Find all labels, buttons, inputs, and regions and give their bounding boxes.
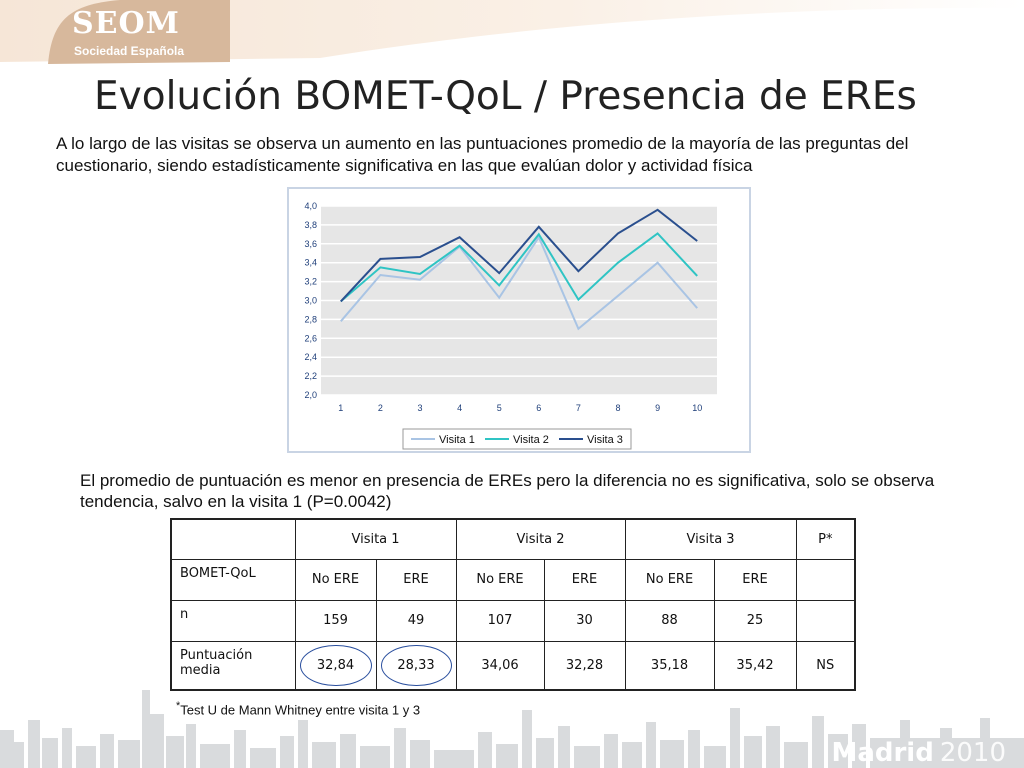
footer-year: 2010 (939, 738, 1006, 768)
x-tick-label: 4 (457, 403, 462, 413)
footnote-mark: * (176, 700, 181, 712)
y-tick-label: 2,2 (304, 371, 317, 381)
header-visita-1: Visita 1 (294, 518, 457, 560)
table-cell: 32,28 (543, 640, 626, 691)
x-tick-label: 9 (655, 403, 660, 413)
logo-word: SEOM (72, 6, 180, 41)
table-cell: 107 (455, 599, 545, 642)
row-label: BOMET-QoL (170, 558, 296, 601)
seom-logo: SEOM Sociedad Española (60, 2, 220, 66)
table-row: Puntuación media 32,84 28,33 34,06 32,28… (170, 640, 856, 691)
x-tick-label: 8 (615, 403, 620, 413)
table-cell: ERE (375, 558, 457, 601)
line-chart: 2,0 2,2 2,4 2,6 2,8 3,0 3,2 3,4 3,6 3,8 4,0 1 2 3 4 5 6 7… (287, 187, 751, 453)
table-row: BOMET-QoL No ERE ERE No ERE ERE No ERE E… (170, 558, 856, 601)
x-tick-label: 7 (576, 403, 581, 413)
table-cell: 88 (624, 599, 715, 642)
x-tick-label: 3 (417, 403, 422, 413)
table-cell-p (795, 558, 856, 601)
row-label: n (170, 599, 296, 642)
table-cell: 25 (713, 599, 797, 642)
footer-city: Madrid (831, 738, 934, 768)
header-visita-2: Visita 2 (455, 518, 626, 560)
y-tick-label: 2,6 (304, 333, 317, 343)
cell-value: 32,84 (316, 657, 355, 673)
header-band (0, 0, 1024, 64)
table-header-row: Visita 1 Visita 2 Visita 3 P* (170, 518, 856, 560)
x-tick-label: 5 (497, 403, 502, 413)
y-tick-label: 2,0 (304, 390, 317, 400)
table-row: n 159 49 107 30 88 25 (170, 599, 856, 642)
footnote: *Test U de Mann Whitney entre visita 1 y… (176, 700, 420, 717)
table-cell: ERE (543, 558, 626, 601)
table-cell: No ERE (294, 558, 377, 601)
skyline-decoration (0, 690, 1024, 768)
header-visita-3: Visita 3 (624, 518, 797, 560)
y-tick-label: 2,8 (304, 314, 317, 324)
x-tick-label: 2 (378, 403, 383, 413)
note-text: El promedio de puntuación es menor en pr… (80, 471, 935, 511)
table-cell: No ERE (455, 558, 545, 601)
footer-brand: Madrid 2010 (831, 738, 1006, 768)
series-line-visita-2 (340, 232, 698, 303)
row-label: Puntuación media (170, 640, 296, 691)
chart-svg: 2,0 2,2 2,4 2,6 2,8 3,0 3,2 3,4 3,6 3,8 4,0 1 2 3 4 5 6 7… (304, 201, 717, 450)
y-tick-label: 3,8 (304, 220, 317, 230)
x-tick-label: 1 (338, 403, 343, 413)
results-table: Visita 1 Visita 2 Visita 3 P* BOMET-QoL … (170, 518, 857, 691)
legend-label: Visita 1 (439, 434, 475, 446)
series-line-visita-1 (340, 235, 698, 331)
y-tick-label: 3,6 (304, 239, 317, 249)
table-corner-cell (170, 518, 296, 560)
x-tick-label: 10 (692, 403, 702, 413)
y-tick-label: 3,4 (304, 258, 317, 268)
table-cell: 35,42 (713, 640, 797, 691)
y-tick-label: 3,2 (304, 277, 317, 287)
table-cell: 34,06 (455, 640, 545, 691)
x-tick-label: 6 (536, 403, 541, 413)
table-cell: ERE (713, 558, 797, 601)
table-cell-circled: 32,84 (294, 640, 377, 691)
y-tick-label: 3,0 (304, 296, 317, 306)
cell-value: 28,33 (397, 657, 435, 673)
series-line-visita-3 (340, 208, 698, 303)
table-cell: No ERE (624, 558, 715, 601)
table-cell-p: NS (795, 640, 856, 691)
header-p: P* (795, 518, 856, 560)
page-title: Evolución BOMET-QoL / Presencia de EREs (94, 74, 917, 119)
table-cell-circled: 28,33 (375, 640, 457, 691)
y-tick-label: 4,0 (304, 201, 317, 211)
table-cell: 159 (294, 599, 377, 642)
highlight-oval (380, 644, 452, 686)
highlight-oval (299, 644, 372, 686)
legend-label: Visita 3 (587, 434, 623, 446)
y-tick-label: 2,4 (304, 352, 317, 362)
footnote-text: Test U de Mann Whitney entre visita 1 y … (180, 702, 421, 718)
intro-text: A lo largo de las visitas se observa un … (56, 134, 909, 175)
table-cell: 35,18 (624, 640, 715, 691)
legend-box (402, 428, 632, 450)
logo-subtitle: Sociedad Española (74, 44, 185, 58)
legend-label: Visita 2 (513, 434, 549, 446)
table-cell: 30 (543, 599, 626, 642)
table-cell: 49 (375, 599, 457, 642)
table-cell-p (795, 599, 856, 642)
